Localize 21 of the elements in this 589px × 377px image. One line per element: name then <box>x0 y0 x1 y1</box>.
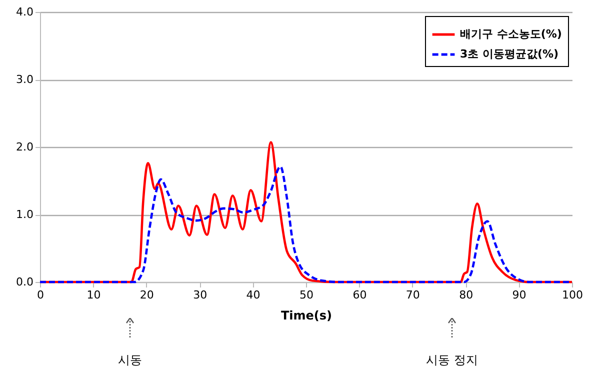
x-tick-label: 100 <box>562 288 583 302</box>
y-tick-label: 2.0 <box>16 140 34 154</box>
y-tick-label: 3.0 <box>16 73 34 86</box>
text: 시동 정지 <box>426 352 478 369</box>
x-tick-label: 50 <box>300 288 314 302</box>
x-tick-label: 70 <box>406 288 420 302</box>
y-tick-label: 4.0 <box>16 6 34 18</box>
x-tick-label: 10 <box>86 288 101 302</box>
x-tick-label: 0 <box>37 288 44 302</box>
x-tick-label: 90 <box>512 288 526 302</box>
x-tick-label: 60 <box>352 288 367 302</box>
legend-label: 배기구 수소농도(%) <box>460 28 562 40</box>
x-axis-title: Time(s) <box>280 308 332 322</box>
y-tick-label: 1.0 <box>16 208 34 221</box>
x-tick-label: 40 <box>246 288 260 302</box>
x-tick-label: 80 <box>459 288 474 302</box>
legend-label: 3초 이동평균값(%) <box>460 48 559 60</box>
y-tick-label: 0.0 <box>16 276 34 288</box>
text: 시동 <box>118 352 142 369</box>
x-tick-label: 30 <box>193 288 208 302</box>
x-tick-label: 20 <box>140 288 154 302</box>
